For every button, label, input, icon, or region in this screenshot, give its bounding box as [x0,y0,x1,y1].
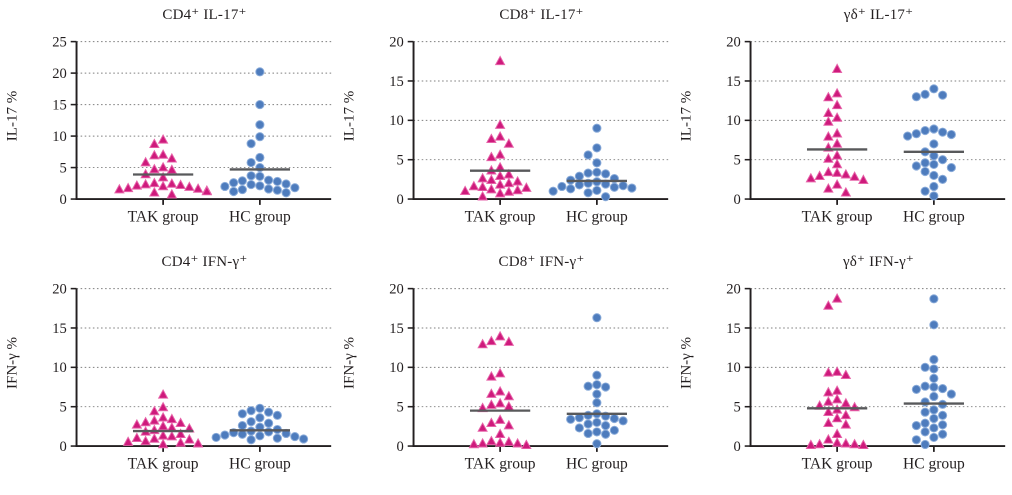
svg-text:TAK group: TAK group [128,208,199,225]
y-axis-label: IL-17 % [341,90,358,142]
y-axis-label: IFN-γ % [678,337,695,390]
svg-text:20: 20 [52,281,67,297]
svg-text:TAK group: TAK group [802,208,873,225]
plot-column: γδ⁺ IFN-γ⁺ 0 5 10 15 20 TAK group HC group [700,247,1011,485]
svg-text:HC group: HC group [903,208,965,225]
svg-text:15: 15 [726,74,741,90]
panel-cd8-il17: IL-17 % CD8⁺ IL-17⁺ 0 5 10 15 20 TAK group HC … [337,0,674,247]
svg-text:HC group: HC group [566,455,628,472]
y-axis-label-wrap: IL-17 % [0,0,26,247]
svg-text:10: 10 [52,360,67,376]
chart-title: CD8⁺ IL-17⁺ [499,7,584,23]
scatter-plot-canvas: 0 5 10 15 20 TAK group HC group [389,281,669,472]
svg-text:15: 15 [726,321,741,337]
svg-text:25: 25 [52,34,67,50]
y-axis-label: IFN-γ % [341,337,358,390]
svg-text:15: 15 [389,74,404,90]
y-axis-label: IL-17 % [4,90,21,142]
scatter-plot-canvas: 0 5 10 15 20 25 TAK group HC group [52,34,332,225]
scatter-plot-canvas: 0 5 10 15 20 TAK group HC group [726,281,1006,472]
svg-text:TAK group: TAK group [128,455,199,472]
svg-text:HC group: HC group [229,455,291,472]
panel-gd-il17: IL-17 % γδ⁺ IL-17⁺ 0 5 10 15 20 TAK group HC g… [674,0,1011,247]
svg-text:10: 10 [52,129,67,145]
svg-text:0: 0 [734,192,741,208]
chart-title: γδ⁺ IFN-γ⁺ [842,254,915,270]
svg-text:HC group: HC group [566,208,628,225]
panel-cd4-ifng: IFN-γ % CD4⁺ IFN-γ⁺ 0 5 10 15 20 TAK group HC … [0,247,337,494]
svg-text:20: 20 [52,66,67,82]
panel-cd4-il17: IL-17 % CD4⁺ IL-17⁺ 0 5 10 15 20 25 TAK group H… [0,0,337,247]
panel-gd-ifng: IFN-γ % γδ⁺ IFN-γ⁺ 0 5 10 15 20 TAK group HC g… [674,247,1011,494]
y-axis-label-wrap: IFN-γ % [0,247,26,494]
y-axis-label-wrap: IL-17 % [337,0,363,247]
chart-title: CD4⁺ IL-17⁺ [162,7,247,23]
chart-title: CD8⁺ IFN-γ⁺ [498,254,585,270]
scatter-plot-canvas: 0 5 10 15 20 TAK group HC group [52,281,332,472]
svg-text:HC group: HC group [229,208,291,225]
svg-text:TAK group: TAK group [802,455,873,472]
svg-text:TAK group: TAK group [465,208,536,225]
svg-text:HC group: HC group [903,455,965,472]
svg-text:5: 5 [60,160,67,176]
svg-text:20: 20 [726,281,741,297]
svg-text:10: 10 [726,113,741,129]
y-axis-label: IL-17 % [678,90,695,142]
plot-column: CD4⁺ IL-17⁺ 0 5 10 15 20 25 TAK group HC group [26,0,337,238]
chart-title: CD4⁺ IFN-γ⁺ [161,254,248,270]
scatter-plot-canvas: 0 5 10 15 20 TAK group HC group [726,34,1006,225]
chart-title: γδ⁺ IL-17⁺ [843,7,914,23]
plot-column: CD8⁺ IFN-γ⁺ 0 5 10 15 20 TAK group HC group [363,247,674,485]
svg-text:5: 5 [397,153,404,169]
svg-text:10: 10 [389,360,404,376]
svg-text:15: 15 [389,321,404,337]
svg-text:10: 10 [389,113,404,129]
svg-text:15: 15 [52,97,67,113]
svg-text:5: 5 [60,400,67,416]
svg-text:0: 0 [734,439,741,455]
panel-cd8-ifng: IFN-γ % CD8⁺ IFN-γ⁺ 0 5 10 15 20 TAK group HC … [337,247,674,494]
svg-text:0: 0 [60,439,67,455]
svg-text:0: 0 [397,192,404,208]
svg-text:0: 0 [397,439,404,455]
y-axis-label-wrap: IFN-γ % [674,247,700,494]
y-axis-label-wrap: IL-17 % [674,0,700,247]
scatter-plot-canvas: 0 5 10 15 20 TAK group HC group [389,34,669,225]
svg-text:20: 20 [389,281,404,297]
svg-text:20: 20 [726,34,741,50]
plot-column: CD4⁺ IFN-γ⁺ 0 5 10 15 20 TAK group HC group [26,247,337,485]
svg-text:5: 5 [734,400,741,416]
svg-text:15: 15 [52,321,67,337]
plot-column: CD8⁺ IL-17⁺ 0 5 10 15 20 TAK group HC group [363,0,674,238]
plot-column: γδ⁺ IL-17⁺ 0 5 10 15 20 TAK group HC group [700,0,1011,238]
svg-text:0: 0 [60,192,67,208]
svg-text:5: 5 [734,153,741,169]
y-axis-label: IFN-γ % [4,337,21,390]
svg-text:TAK group: TAK group [465,455,536,472]
svg-text:10: 10 [726,360,741,376]
svg-text:20: 20 [389,34,404,50]
svg-text:5: 5 [397,400,404,416]
y-axis-label-wrap: IFN-γ % [337,247,363,494]
